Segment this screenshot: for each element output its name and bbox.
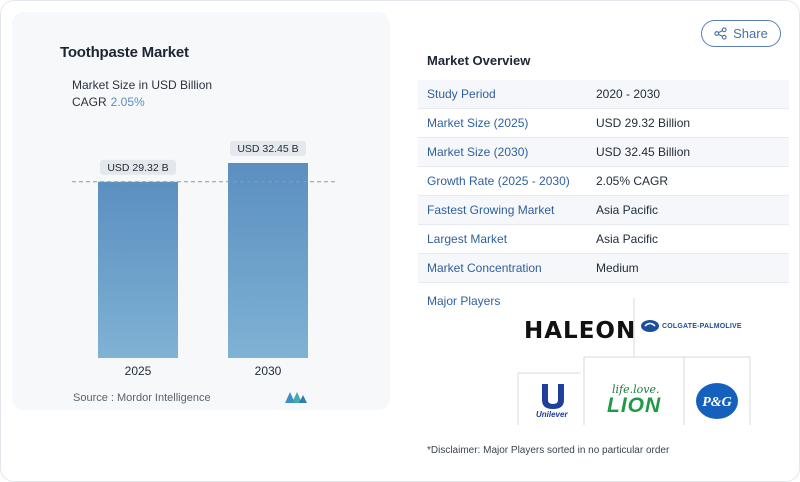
pg-logo-text: P&G: [702, 395, 732, 410]
overview-key: Market Concentration: [427, 261, 542, 275]
overview-row: Study Period 2020 - 2030: [418, 80, 789, 109]
overview-row: Growth Rate (2025 - 2030) 2.05% CAGR: [418, 167, 789, 196]
overview-key: Largest Market: [427, 232, 508, 246]
overview-value: Asia Pacific: [596, 203, 659, 217]
chart-title: Toothpaste Market: [60, 44, 189, 61]
haleon-logo: HALEON: [524, 318, 637, 344]
overview-value: USD 32.45 Billion: [596, 145, 691, 159]
data-label-bg: [230, 141, 306, 156]
overview-value: Medium: [596, 261, 639, 275]
overview-value: 2020 - 2030: [596, 87, 661, 101]
overview-table: Study Period 2020 - 2030 Market Size (202…: [418, 80, 789, 283]
overview-key: Market Size (2025): [427, 116, 529, 130]
data-label-bg: [100, 159, 176, 175]
overview-key: Growth Rate (2025 - 2030): [427, 174, 570, 188]
x-tick-label: 2030: [255, 364, 282, 378]
overview-row: Market Size (2025) USD 29.32 Billion: [418, 109, 789, 138]
overview-key: Study Period: [427, 87, 496, 101]
share-icon: [714, 27, 727, 40]
overview-row: Market Concentration Medium: [418, 254, 789, 283]
colgate-palmolive-logo: COLGATE-PALMOLIVE: [662, 323, 742, 330]
share-button[interactable]: Share: [701, 20, 781, 47]
chart-card: [12, 12, 390, 410]
overview-key: Fastest Growing Market: [427, 203, 555, 217]
overview-row: Largest Market Asia Pacific: [418, 225, 789, 254]
bar-chart: USD 29.32 B 2025 USD 32.45 B 2030: [72, 141, 338, 378]
overview-title: Market Overview: [427, 53, 531, 68]
unilever-logo: Unilever: [536, 410, 568, 419]
unilever-logo-icon: [542, 384, 564, 409]
mordor-logo-icon: [285, 392, 307, 403]
data-label: USD 32.45 B: [237, 143, 298, 155]
chart-marks: USD 29.32 B 2025 USD 32.45 B 2030: [72, 141, 338, 378]
colgate-logo-icon: [641, 320, 659, 332]
pg-logo-icon: P&G: [696, 383, 738, 419]
overview-value: 2.05% CAGR: [596, 174, 669, 188]
share-label: Share: [733, 26, 768, 41]
disclaimer: *Disclaimer: Major Players sorted in no …: [427, 445, 670, 456]
overview-value: Asia Pacific: [596, 232, 659, 246]
lion-logo: LION: [607, 394, 662, 417]
overview-key: Market Size (2030): [427, 145, 529, 159]
overview-value: USD 29.32 Billion: [596, 116, 691, 130]
bar-2030: [228, 163, 308, 358]
overview-row: Fastest Growing Market Asia Pacific: [418, 196, 789, 225]
overview-row: Market Size (2030) USD 32.45 Billion: [418, 138, 789, 167]
lion-tagline: life.love.: [612, 383, 660, 396]
major-players-title: Major Players: [427, 294, 501, 308]
chart-cagr: CAGR 2.05%: [72, 95, 145, 109]
chart-subtitle: Market Size in USD Billion: [72, 78, 213, 92]
bar-2025: [98, 181, 178, 358]
cagr-label: CAGR: [72, 95, 107, 109]
chart-source: Source : Mordor Intelligence: [73, 392, 211, 404]
cagr-value: 2.05%: [110, 95, 145, 109]
x-tick-label: 2025: [125, 364, 152, 378]
data-label: USD 29.32 B: [107, 162, 168, 174]
